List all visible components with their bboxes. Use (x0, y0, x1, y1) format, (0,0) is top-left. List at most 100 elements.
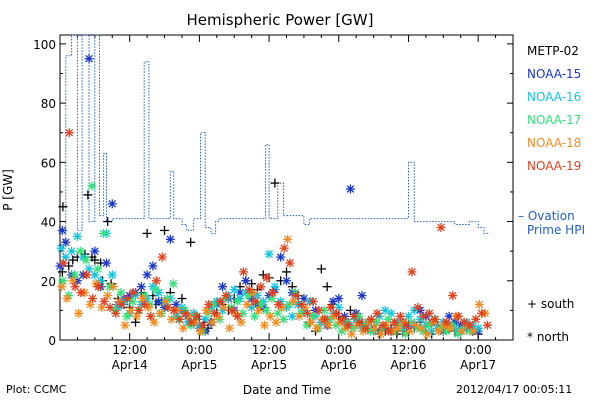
noaa-19-point (390, 317, 400, 327)
metp-02-point (282, 267, 291, 277)
noaa-18-point (271, 317, 281, 327)
noaa-16-point (264, 249, 274, 259)
noaa-19-point (477, 308, 487, 318)
x-tick-label-time: 0:00 (465, 343, 492, 357)
footer-plot-credit: Plot: CCMC (6, 383, 67, 396)
noaa-15-point (218, 282, 228, 292)
noaa-19-point (424, 308, 434, 318)
noaa-15-point (345, 184, 355, 194)
noaa-19-point (146, 311, 156, 321)
noaa-19-point (244, 285, 254, 295)
noaa-16-point (229, 285, 239, 295)
noaa-18-point (108, 282, 118, 292)
noaa-19-point (186, 317, 196, 327)
noaa-19-point (395, 311, 405, 321)
noaa-19-point (169, 305, 179, 315)
noaa-15-point (165, 234, 175, 244)
y-tick-label: 40 (41, 216, 56, 230)
legend-item-noaa-17: NOAA-17 (527, 113, 582, 127)
x-tick-label-date: Apr15 (181, 358, 217, 372)
legend-item-noaa-16: NOAA-16 (527, 90, 582, 104)
y-tick-label: 0 (48, 334, 56, 348)
x-axis-label: Date and Time (243, 383, 331, 397)
noaa-16-point (473, 323, 483, 333)
noaa-19-point (192, 311, 202, 321)
noaa-17-point (273, 308, 283, 318)
x-tick-label-time: 0:00 (186, 343, 213, 357)
noaa-19-point (175, 314, 185, 324)
noaa-18-point (254, 305, 264, 315)
noaa-18-point (294, 311, 304, 321)
noaa-19-point (111, 308, 121, 318)
noaa-15-point (136, 282, 146, 292)
noaa-19-point (349, 311, 359, 321)
noaa-19-point (291, 291, 301, 301)
noaa-19-point (134, 305, 144, 315)
noaa-18-point (265, 311, 275, 321)
noaa-19-point (93, 282, 103, 292)
noaa-15-point (154, 297, 164, 307)
noaa-16-point (287, 311, 297, 321)
noaa-18-point (376, 329, 386, 339)
noaa-17-point (279, 314, 289, 324)
noaa-19-point (273, 299, 283, 309)
noaa-19-point (268, 288, 278, 298)
noaa-19-point (180, 308, 190, 318)
noaa-19-point (430, 314, 440, 324)
legend-item-metp-02: METP-02 (527, 44, 579, 58)
noaa-19-point (209, 308, 219, 318)
noaa-17-point (261, 305, 271, 315)
y-tick-labels: 0 20 40 60 80 100 (33, 38, 56, 348)
noaa-15-point (276, 252, 286, 262)
noaa-19-point (366, 314, 376, 324)
noaa-15-point (61, 237, 71, 247)
noaa-19-point (337, 314, 347, 324)
ovation-prime-hpi-line (60, 34, 490, 270)
noaa-17-point (453, 329, 463, 339)
noaa-19-point (302, 308, 312, 318)
noaa-19-point (70, 282, 80, 292)
noaa-18-point (416, 323, 426, 333)
noaa-17-point (75, 246, 85, 256)
noaa-15-point (84, 54, 94, 64)
noaa-17-point (244, 291, 254, 301)
noaa-17-point (238, 308, 248, 318)
noaa-19-point (198, 320, 208, 330)
noaa-18-point (306, 317, 316, 327)
noaa-19-point (262, 273, 272, 283)
noaa-18-point (457, 326, 467, 336)
noaa-19-point (64, 128, 74, 138)
y-tick-label: 100 (33, 38, 56, 52)
metp-02-point (90, 255, 100, 265)
metp-02-point (131, 317, 140, 327)
x-tick-label-time: 12:00 (252, 343, 287, 357)
metp-02-point (316, 264, 326, 274)
noaa-15-point (148, 261, 158, 271)
noaa-19-point (58, 258, 68, 268)
noaa-19-point (372, 308, 382, 318)
noaa-18-point (242, 299, 252, 309)
noaa-19-point (401, 320, 411, 330)
noaa-19-point (378, 320, 388, 330)
metp-02-point (177, 294, 187, 304)
noaa-15-point (101, 258, 111, 268)
noaa-15-point (334, 294, 344, 304)
chart-title: Hemispheric Power [GW] (187, 11, 374, 29)
noaa-19-point (227, 305, 237, 315)
legend-ovation-label-2: Prime HPI (527, 223, 585, 237)
noaa-17-point (122, 311, 132, 321)
noaa-19-point (355, 317, 365, 327)
noaa-18-point (74, 308, 84, 318)
metp-02-point (322, 282, 332, 292)
noaa-15-point (90, 246, 100, 256)
noaa-15-point (357, 291, 367, 301)
noaa-16-point (386, 308, 396, 318)
noaa-19-point (82, 270, 92, 280)
noaa-19-point (471, 314, 481, 324)
noaa-19-point (250, 297, 260, 307)
data-points (55, 54, 492, 339)
noaa-17-point (70, 270, 80, 280)
noaa-18-point (259, 320, 269, 330)
noaa-18-point (312, 323, 322, 333)
